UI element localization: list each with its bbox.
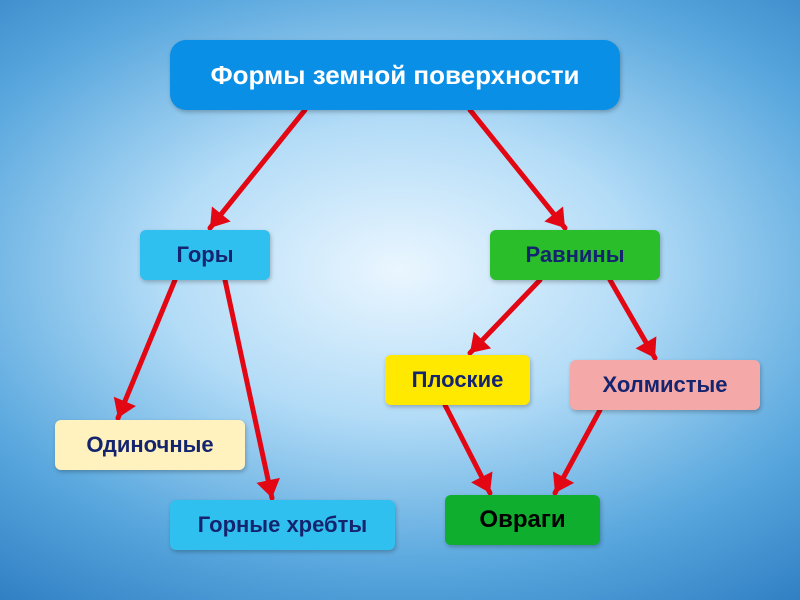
node-label: Холмистые <box>602 372 727 398</box>
node-ploskie: Плоские <box>385 355 530 405</box>
node-label: Горные хребты <box>198 512 367 538</box>
node-label: Равнины <box>525 242 624 268</box>
node-ravniny: Равнины <box>490 230 660 280</box>
node-root: Формы земной поверхности <box>170 40 620 110</box>
node-hrebty: Горные хребты <box>170 500 395 550</box>
node-holmistye: Холмистые <box>570 360 760 410</box>
node-gory: Горы <box>140 230 270 280</box>
node-label: Горы <box>176 242 233 268</box>
node-odinochnye: Одиночные <box>55 420 245 470</box>
node-ovragi: Овраги <box>445 495 600 545</box>
node-label: Одиночные <box>86 432 213 458</box>
node-label: Овраги <box>479 506 565 534</box>
node-label: Формы земной поверхности <box>210 60 579 91</box>
node-label: Плоские <box>412 367 504 393</box>
